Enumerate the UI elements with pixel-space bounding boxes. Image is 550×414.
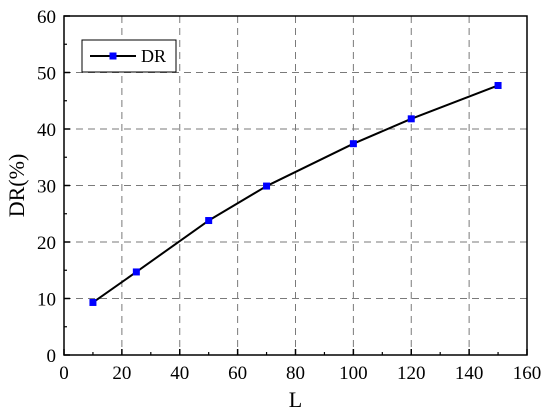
legend-label: DR bbox=[141, 46, 166, 66]
y-tick-labels: 0 10 20 30 40 50 60 bbox=[37, 7, 56, 367]
data-point-marker bbox=[132, 268, 140, 276]
y-tick-label: 10 bbox=[37, 290, 56, 311]
x-tick-label: 20 bbox=[112, 363, 131, 384]
grid-lines bbox=[64, 16, 527, 355]
x-tick-label: 60 bbox=[228, 363, 247, 384]
x-tick-label: 120 bbox=[397, 363, 426, 384]
data-point-marker bbox=[349, 140, 357, 148]
y-tick-label: 20 bbox=[37, 233, 56, 254]
legend: DR bbox=[81, 39, 177, 73]
legend-square-marker bbox=[109, 52, 117, 60]
data-point-marker bbox=[89, 298, 97, 306]
y-axis-title: DR(%) bbox=[4, 154, 29, 218]
x-axis-title: L bbox=[289, 387, 302, 412]
x-tick-label: 80 bbox=[286, 363, 305, 384]
axis-ticks bbox=[63, 15, 528, 356]
x-tick-label: 140 bbox=[455, 363, 484, 384]
data-point-marker bbox=[407, 115, 415, 123]
x-tick-label: 0 bbox=[59, 363, 69, 384]
x-tick-label: 160 bbox=[513, 363, 542, 384]
x-tick-label: 40 bbox=[170, 363, 189, 384]
y-tick-label: 30 bbox=[37, 177, 56, 198]
x-tick-label: 100 bbox=[339, 363, 368, 384]
y-tick-label: 40 bbox=[37, 120, 56, 141]
series-layer bbox=[89, 81, 502, 306]
y-tick-label: 0 bbox=[47, 346, 57, 367]
y-tick-label: 60 bbox=[37, 7, 56, 28]
data-point-marker bbox=[494, 81, 502, 89]
x-tick-labels: 0 20 40 60 80 100 120 140 160 bbox=[59, 363, 541, 384]
y-tick-label: 50 bbox=[37, 64, 56, 85]
data-point-marker bbox=[205, 217, 213, 225]
data-point-marker bbox=[263, 182, 271, 190]
